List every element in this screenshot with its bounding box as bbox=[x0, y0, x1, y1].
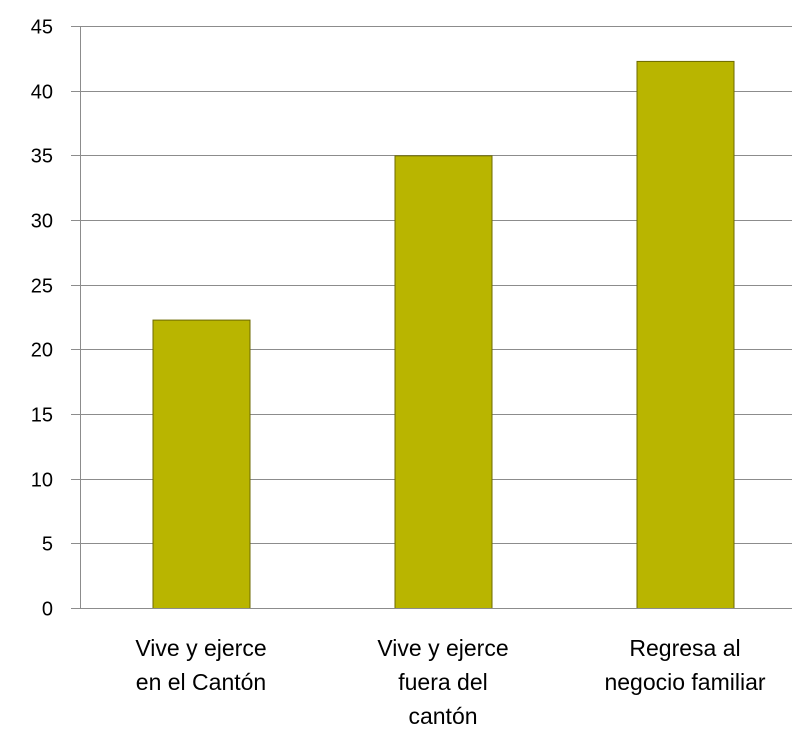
x-category-label-line: negocio familiar bbox=[604, 669, 765, 695]
x-category-label-line: fuera del bbox=[398, 669, 488, 695]
x-category-label-line: en el Cantón bbox=[136, 669, 266, 695]
x-category-label: Vive y ejerce fuera del cantón bbox=[377, 635, 508, 729]
x-category-label: Regresa al negocio familiar bbox=[604, 635, 765, 695]
y-tick-label: 5 bbox=[42, 534, 53, 556]
y-tick-label: 35 bbox=[31, 146, 53, 168]
y-tick-label: 45 bbox=[31, 17, 53, 39]
labels: 0 5 10 15 20 25 30 35 40 45 Vive y ejerce en el Can… bbox=[31, 17, 766, 730]
x-category-label: Vive y ejerce en el Cantón bbox=[135, 635, 266, 695]
y-tick-label: 0 bbox=[42, 599, 53, 621]
y-tick-label: 30 bbox=[31, 211, 53, 233]
x-category-label-line: cantón bbox=[408, 703, 477, 729]
bar bbox=[636, 60, 735, 610]
x-category-label-line: Vive y ejerce bbox=[135, 635, 266, 661]
y-tick-label: 10 bbox=[31, 470, 53, 492]
x-category-label-line: Vive y ejerce bbox=[377, 635, 508, 661]
y-tick-label: 40 bbox=[31, 82, 53, 104]
x-category-label-line: Regresa al bbox=[629, 635, 740, 661]
bars bbox=[152, 60, 735, 610]
bar bbox=[152, 319, 251, 609]
axes bbox=[71, 26, 792, 609]
y-tick-label: 20 bbox=[31, 340, 53, 362]
y-tick-label: 25 bbox=[31, 276, 53, 298]
y-tick-label: 15 bbox=[31, 405, 53, 427]
bar bbox=[394, 155, 493, 609]
